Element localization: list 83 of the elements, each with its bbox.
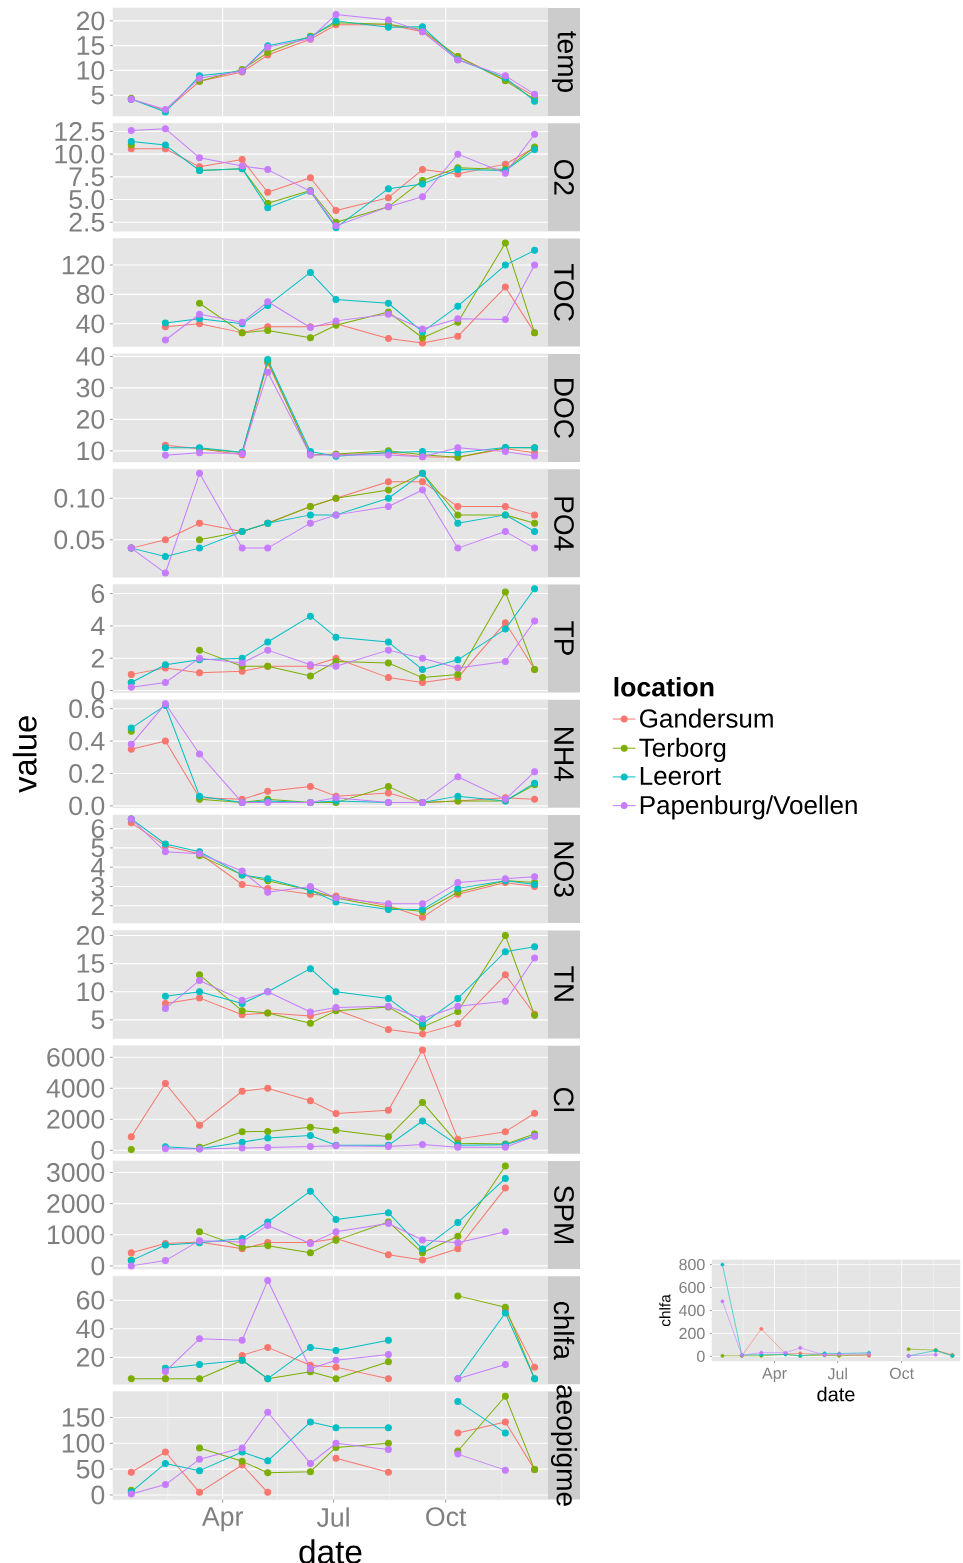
y-tick-label: 800 <box>679 1258 705 1271</box>
y-tick-label: 2 <box>91 648 104 668</box>
y-tick-label: 15 <box>77 954 105 973</box>
text: NO3 <box>554 842 574 897</box>
y-tick-label: 15 <box>77 36 105 55</box>
text: O2 <box>554 159 574 195</box>
y-tick-label: 20 <box>76 1347 105 1367</box>
y-tick-label: 10 <box>77 60 105 80</box>
y-tick-label: 0.2 <box>69 764 104 783</box>
x-tick-label: Jul <box>827 1367 847 1380</box>
text: PO4 <box>554 497 574 551</box>
x-axis-title: date <box>817 1386 855 1402</box>
text: TN <box>554 966 574 1001</box>
y-tick-label: 0 <box>91 1485 105 1505</box>
x-tick-label: Oct <box>889 1367 914 1380</box>
y-tick-label: 6 <box>91 819 105 839</box>
y-tick-label: 600 <box>679 1281 705 1294</box>
y-tick-label: 0.4 <box>69 731 105 751</box>
text: NH4 <box>554 728 574 781</box>
text: TP <box>554 621 574 655</box>
y-tick-label: 3000 <box>46 1163 105 1182</box>
y-tick-label: 120 <box>62 255 105 275</box>
y-tick-label: 20 <box>76 926 105 945</box>
y-tick-label: 0.05 <box>54 530 105 550</box>
text: chlfa <box>553 1301 575 1360</box>
legend-label: Leerort <box>640 766 721 786</box>
text: TOC <box>554 263 574 321</box>
y-tick-label: 2 <box>91 896 104 916</box>
text: aeopigme <box>550 1385 578 1506</box>
y-tick-label: 6 <box>91 584 105 603</box>
y-tick-label: 5 <box>91 838 105 858</box>
y-tick-label: 10.0 <box>55 144 105 164</box>
y-tick-label: 6000 <box>47 1047 105 1067</box>
y-tick-label: 60 <box>76 1290 105 1310</box>
y-tick-label: 12.5 <box>55 122 105 141</box>
y-axis-title: value <box>12 716 37 793</box>
y-tick-label: 5.0 <box>69 190 105 209</box>
text: Cl <box>553 1087 575 1112</box>
text: temp <box>552 31 576 92</box>
x-tick-label: Apr <box>201 1507 243 1532</box>
x-tick-label: Jul <box>316 1507 349 1527</box>
y-tick-label: 0.0 <box>69 796 105 816</box>
y-tick-label: 50 <box>76 1459 105 1479</box>
y-tick-label: 4 <box>91 616 105 636</box>
y-tick-label: 7.5 <box>69 167 105 187</box>
y-tick-label: 100 <box>62 1433 105 1453</box>
y-tick-label: 5 <box>91 85 105 105</box>
y-axis-title: chlfa <box>659 1294 671 1327</box>
y-tick-label: 80 <box>76 285 105 304</box>
y-tick-label: 3 <box>91 877 105 896</box>
text: DOC <box>554 379 574 438</box>
y-tick-label: 40 <box>76 314 105 334</box>
y-tick-label: 40 <box>76 346 105 366</box>
y-tick-label: 0 <box>91 1140 105 1160</box>
y-tick-label: 2.5 <box>69 212 105 232</box>
y-tick-label: 0 <box>91 1256 105 1276</box>
x-tick-label: Oct <box>426 1507 467 1527</box>
x-tick-label: Apr <box>762 1367 787 1383</box>
y-tick-label: 4 <box>91 858 105 877</box>
y-tick-label: 2000 <box>47 1194 105 1214</box>
y-tick-label: 30 <box>76 378 105 398</box>
y-tick-label: 400 <box>678 1304 705 1317</box>
x-axis-title: date <box>299 1539 362 1563</box>
y-tick-label: 0 <box>697 1350 705 1363</box>
y-tick-label: 4000 <box>46 1078 105 1098</box>
y-tick-label: 2000 <box>47 1109 105 1129</box>
y-tick-label: 200 <box>679 1327 705 1340</box>
y-tick-label: 0 <box>91 681 105 700</box>
legend-label: Papenburg/Voellen <box>640 795 857 820</box>
y-tick-label: 40 <box>76 1319 105 1339</box>
legend-label: Gandersum <box>640 708 773 728</box>
text: SPM <box>554 1185 574 1244</box>
y-tick-label: 20 <box>76 409 105 429</box>
legend-title: location <box>614 677 714 697</box>
y-tick-label: 150 <box>62 1408 105 1427</box>
y-tick-label: 1000 <box>47 1225 105 1245</box>
y-tick-label: 0.6 <box>69 699 105 719</box>
y-tick-label: 5 <box>91 1010 105 1030</box>
y-tick-label: 10 <box>77 982 105 1002</box>
legend-label: Terborg <box>639 737 726 763</box>
y-tick-label: 0.10 <box>54 488 105 508</box>
y-tick-label: 20 <box>76 11 105 31</box>
y-tick-label: 10 <box>77 441 105 461</box>
